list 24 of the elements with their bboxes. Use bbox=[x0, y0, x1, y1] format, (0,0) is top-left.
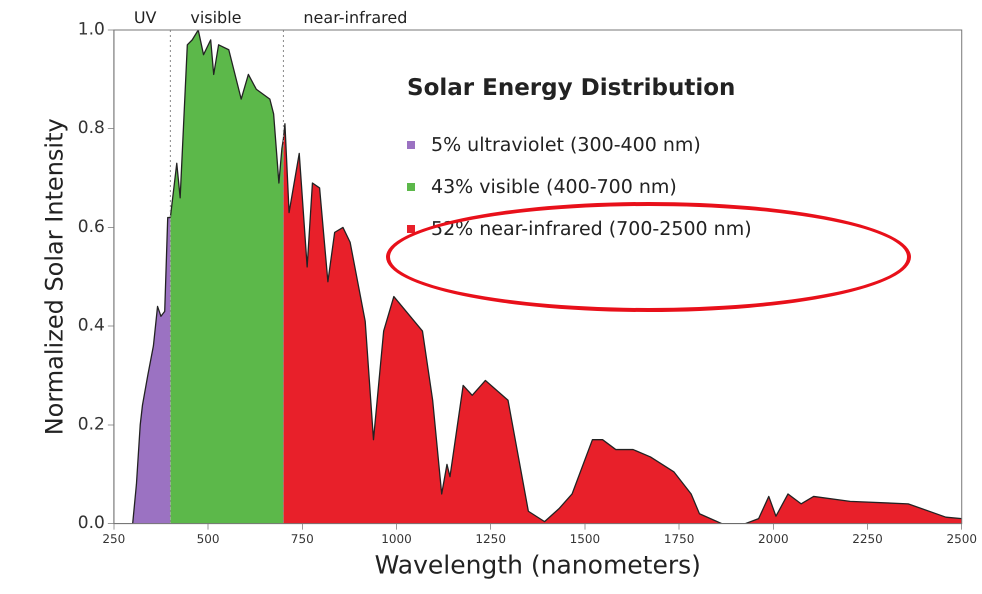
y-tick-label: 0.6 bbox=[78, 216, 105, 237]
x-tick-label: 2500 bbox=[946, 532, 978, 546]
y-tick-label: 0.4 bbox=[78, 316, 105, 336]
y-tick-label: 0.2 bbox=[78, 414, 105, 434]
y-tick-label: 1.0 bbox=[78, 19, 105, 40]
x-tick-label: 750 bbox=[290, 532, 314, 546]
x-tick-label: 2250 bbox=[852, 532, 883, 546]
text: UV bbox=[134, 8, 157, 28]
text: visible bbox=[190, 8, 242, 28]
x-tick-label: 1750 bbox=[664, 532, 694, 546]
text: near-infrared bbox=[303, 8, 408, 28]
x-tick-label: 1000 bbox=[381, 532, 412, 546]
legend-title: Solar Energy Distribution bbox=[407, 74, 736, 102]
x-tick-label: 1500 bbox=[570, 532, 600, 546]
x-tick-label: 1250 bbox=[475, 532, 506, 546]
y-tick-label: 0.8 bbox=[78, 118, 105, 138]
x-axis-title: Wavelength (nanometers) bbox=[374, 550, 701, 580]
x-tick-label: 500 bbox=[196, 532, 220, 546]
legend-label: 43% visible (400-700 nm) bbox=[431, 175, 677, 200]
legend-label: 5% ultraviolet (300-400 nm) bbox=[431, 133, 701, 158]
x-tick-label: 2000 bbox=[758, 532, 789, 546]
y-tick-label: 0.0 bbox=[78, 513, 105, 534]
y-axis-title: Normalized Solar Intensity bbox=[40, 118, 69, 436]
x-tick-label: 250 bbox=[102, 532, 126, 546]
